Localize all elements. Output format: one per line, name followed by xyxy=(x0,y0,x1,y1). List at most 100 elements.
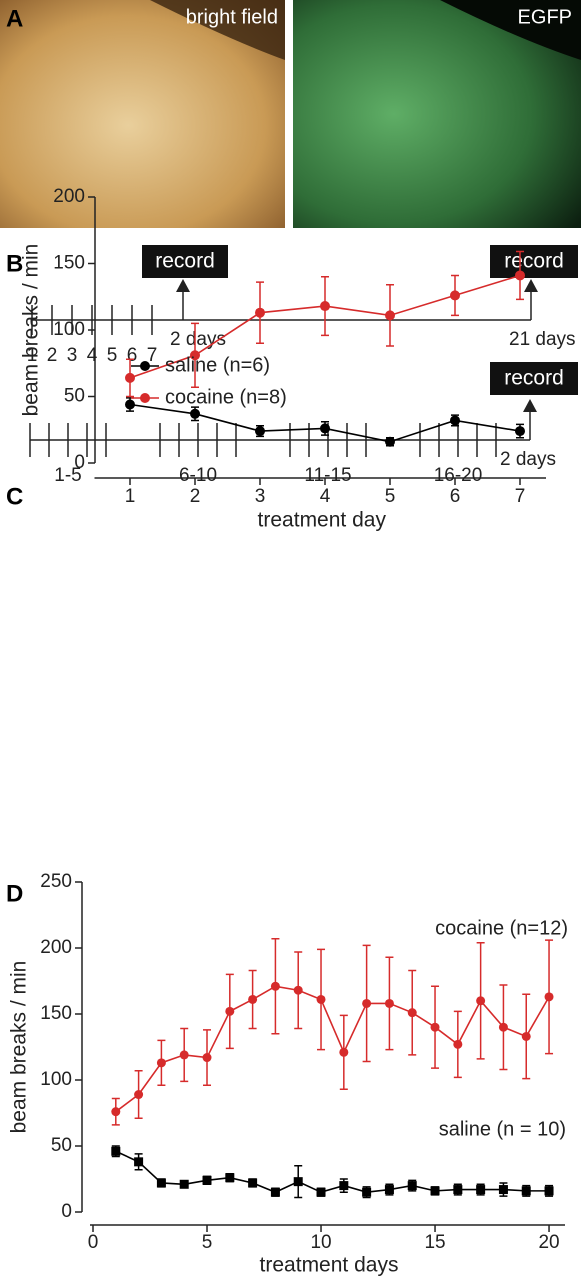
marker xyxy=(515,426,525,437)
interval-label: 2 days xyxy=(500,449,556,470)
marker xyxy=(521,1031,531,1041)
x-tick-label: 20 xyxy=(538,1232,559,1253)
marker xyxy=(515,270,525,281)
marker xyxy=(498,1022,508,1032)
image-label: bright field xyxy=(186,6,278,28)
marker xyxy=(385,310,395,321)
marker xyxy=(293,1177,303,1187)
group-label: 16-20 xyxy=(434,465,483,486)
panel-letter: B xyxy=(6,250,23,277)
marker xyxy=(316,1187,326,1197)
x-tick-label: 5 xyxy=(202,1232,213,1253)
marker xyxy=(270,1187,280,1197)
marker xyxy=(293,985,303,995)
record-box xyxy=(142,245,228,278)
marker xyxy=(450,415,460,426)
marker xyxy=(320,301,330,312)
marker xyxy=(450,290,460,301)
y-tick-label: 0 xyxy=(61,1201,72,1222)
marker xyxy=(179,1179,189,1189)
day-label: 5 xyxy=(107,345,118,366)
marker xyxy=(521,1186,531,1196)
legend-marker xyxy=(140,393,150,403)
x-tick-label: 7 xyxy=(515,486,526,507)
panel-letter: A xyxy=(6,5,23,32)
marker xyxy=(316,994,326,1004)
y-tick-label: 50 xyxy=(64,386,85,407)
group-label: 6-10 xyxy=(179,465,217,486)
marker xyxy=(476,1185,486,1195)
series-line xyxy=(115,985,550,1113)
image-dark-region xyxy=(440,0,581,60)
marker xyxy=(430,1022,440,1032)
arrow-head xyxy=(523,399,537,412)
y-axis-title: beam breaks / min xyxy=(20,244,43,417)
marker xyxy=(248,994,258,1004)
y-tick-label: 50 xyxy=(51,1135,72,1156)
marker xyxy=(111,1146,121,1156)
marker xyxy=(544,1186,554,1196)
legend-marker xyxy=(140,361,150,371)
day-label: 4 xyxy=(87,345,98,366)
marker xyxy=(407,1008,417,1018)
marker xyxy=(384,1185,394,1195)
marker xyxy=(202,1053,212,1063)
marker xyxy=(179,1050,189,1060)
y-tick-label: 250 xyxy=(40,871,72,892)
marker xyxy=(248,1178,258,1188)
legend-label: cocaine (n=8) xyxy=(165,386,287,408)
day-label: 7 xyxy=(147,345,158,366)
x-tick-label: 3 xyxy=(255,486,266,507)
x-axis-title: treatment days xyxy=(260,1254,399,1277)
marker xyxy=(385,436,395,447)
x-tick-label: 0 xyxy=(88,1232,99,1253)
x-axis-title: treatment day xyxy=(258,509,387,532)
marker xyxy=(190,350,200,361)
marker xyxy=(407,1181,417,1191)
y-tick-label: 100 xyxy=(53,319,85,340)
marker xyxy=(453,1039,463,1049)
record-label: record xyxy=(504,367,564,390)
marker xyxy=(134,1090,144,1100)
image-dark-region xyxy=(150,0,285,60)
record-label: record xyxy=(155,250,215,273)
marker xyxy=(476,996,486,1006)
marker xyxy=(255,426,265,437)
marker xyxy=(156,1178,166,1188)
arrow-head xyxy=(176,279,190,292)
y-tick-label: 200 xyxy=(40,937,72,958)
day-label: 1 xyxy=(27,345,38,366)
day-label: 6 xyxy=(127,345,138,366)
record-label: record xyxy=(504,250,564,273)
marker xyxy=(255,307,265,318)
interval-label: 2 days xyxy=(170,329,226,350)
marker xyxy=(339,1181,349,1191)
series-label: saline (n = 10) xyxy=(439,1118,566,1140)
x-tick-label: 4 xyxy=(320,486,331,507)
marker xyxy=(498,1185,508,1195)
x-tick-label: 10 xyxy=(310,1232,331,1253)
interval-label: 21 days xyxy=(509,329,576,350)
arrow-head xyxy=(524,279,538,292)
y-tick-label: 150 xyxy=(53,253,85,274)
y-tick-label: 200 xyxy=(53,186,85,207)
marker xyxy=(225,1006,235,1016)
chart: 0 50 100 150 200 250 0 5 10 15 20 treatment days bea… xyxy=(8,871,568,1277)
marker xyxy=(320,423,330,434)
x-tick-label: 2 xyxy=(190,486,201,507)
x-tick-label: 5 xyxy=(385,486,396,507)
marker xyxy=(125,399,135,410)
x-tick-label: 15 xyxy=(424,1232,445,1253)
marker xyxy=(339,1047,349,1057)
series-label: cocaine (n=12) xyxy=(435,917,568,939)
marker xyxy=(125,372,135,383)
day-label: 3 xyxy=(67,345,78,366)
marker xyxy=(362,1187,372,1197)
image-label: EGFP xyxy=(518,6,572,28)
group-ticks: 1-5 6-10 11-15 16-20 xyxy=(29,423,497,486)
record-box xyxy=(490,245,578,278)
